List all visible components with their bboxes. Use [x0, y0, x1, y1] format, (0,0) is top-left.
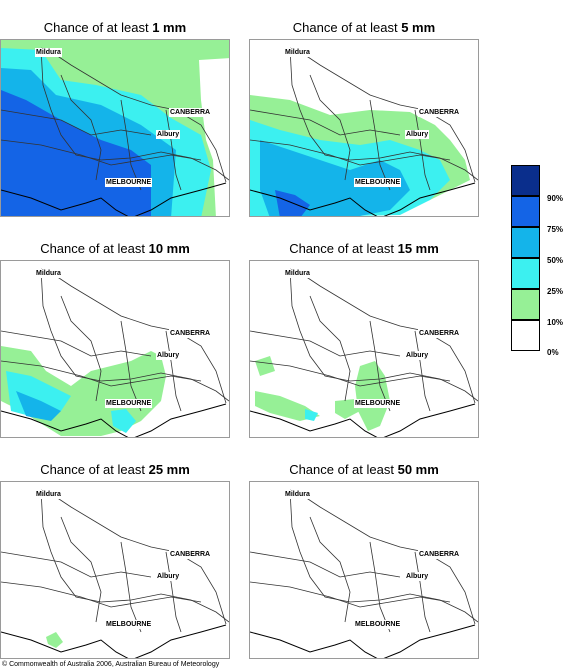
- label-melbourne: MELBOURNE: [354, 399, 402, 408]
- panel-title-prefix: Chance of at least: [289, 241, 394, 256]
- label-mildura: Mildura: [284, 269, 311, 278]
- panel-title-prefix: Chance of at least: [292, 20, 398, 35]
- label-mildura: Mildura: [284, 490, 311, 499]
- label-albury: Albury: [405, 351, 430, 360]
- panel-title-amount: 50 mm: [397, 462, 439, 477]
- panel-15mm: Chance of at least 15 mm Mildura CANBERR…: [249, 238, 479, 438]
- map-svg: [250, 47, 478, 216]
- map-svg: [1, 489, 229, 658]
- panel-title-amount: 5 mm: [401, 20, 436, 35]
- map-svg: [1, 40, 229, 216]
- legend-swatch-75: [511, 196, 540, 227]
- label-melbourne: MELBOURNE: [105, 178, 153, 187]
- label-mildura: Mildura: [35, 490, 62, 499]
- map-svg: [250, 268, 478, 437]
- rainfall-map-15mm: Mildura CANBERRA Albury MELBOURNE: [249, 260, 479, 438]
- panel-title-prefix: Chance of at least: [289, 462, 394, 477]
- legend-label-0: 0%: [547, 348, 559, 357]
- rainfall-map-1mm: Mildura CANBERRA Albury MELBOURNE: [0, 39, 230, 217]
- label-canberra: CANBERRA: [418, 550, 461, 559]
- label-melbourne: MELBOURNE: [354, 620, 402, 629]
- label-canberra: CANBERRA: [169, 550, 212, 559]
- copyright-footer: © Commonwealth of Australia 2006, Austra…: [2, 661, 220, 668]
- legend-label-50: 50%: [547, 256, 564, 265]
- panel-title-prefix: Chance of at least: [40, 462, 145, 477]
- panel-1mm: Chance of at least 1 mm Mildura CANBERRA…: [0, 17, 230, 217]
- panel-50mm: Chance of at least 50 mm Mildura CANBERR…: [249, 459, 479, 659]
- label-canberra: CANBERRA: [169, 108, 212, 117]
- legend-swatch-25: [511, 258, 540, 289]
- panel-title-amount: 25 mm: [148, 462, 190, 477]
- label-mildura: Mildura: [35, 48, 62, 57]
- legend-swatch-90: [511, 165, 540, 196]
- panel-title: Chance of at least 15 mm: [249, 238, 479, 260]
- label-mildura: Mildura: [35, 269, 62, 278]
- label-albury: Albury: [156, 130, 181, 139]
- legend-swatch-0: [511, 320, 540, 351]
- label-mildura: Mildura: [284, 48, 311, 57]
- panel-title: Chance of at least 10 mm: [0, 238, 230, 260]
- panel-title: Chance of at least 1 mm: [0, 17, 230, 39]
- label-albury: Albury: [405, 572, 430, 581]
- legend-label-90: 90%: [547, 194, 564, 203]
- label-albury: Albury: [156, 572, 181, 581]
- rainfall-map-10mm: Mildura CANBERRA Albury MELBOURNE: [0, 260, 230, 438]
- label-canberra: CANBERRA: [169, 329, 212, 338]
- label-canberra: CANBERRA: [418, 108, 461, 117]
- legend-label-10: 10%: [547, 318, 564, 327]
- map-svg: [1, 268, 229, 437]
- legend-label-25: 25%: [547, 287, 564, 296]
- label-melbourne: MELBOURNE: [105, 399, 153, 408]
- map-svg: [250, 489, 478, 658]
- label-albury: Albury: [156, 351, 181, 360]
- rainfall-map-25mm: Mildura CANBERRA Albury MELBOURNE: [0, 481, 230, 659]
- panel-title-amount: 1 mm: [152, 20, 187, 35]
- panel-title-amount: 10 mm: [148, 241, 190, 256]
- panel-title: Chance of at least 5 mm: [249, 17, 479, 39]
- rainfall-map-5mm: Mildura CANBERRA Albury MELBOURNE: [249, 39, 479, 217]
- panel-title-prefix: Chance of at least: [40, 241, 145, 256]
- panel-title-prefix: Chance of at least: [43, 20, 149, 35]
- legend-label-75: 75%: [547, 225, 564, 234]
- label-melbourne: MELBOURNE: [105, 620, 153, 629]
- panel-25mm: Chance of at least 25 mm Mildura CANBERR…: [0, 459, 230, 659]
- legend-swatch-10: [511, 289, 540, 320]
- legend-swatch-50: [511, 227, 540, 258]
- panel-5mm: Chance of at least 5 mm Mildura CANBERRA…: [249, 17, 479, 217]
- label-canberra: CANBERRA: [418, 329, 461, 338]
- panel-title-amount: 15 mm: [397, 241, 439, 256]
- label-albury: Albury: [405, 130, 430, 139]
- panel-10mm: Chance of at least 10 mm Mildura CANBERR…: [0, 238, 230, 438]
- panel-title: Chance of at least 50 mm: [249, 459, 479, 481]
- rainfall-map-50mm: Mildura CANBERRA Albury MELBOURNE: [249, 481, 479, 659]
- label-melbourne: MELBOURNE: [354, 178, 402, 187]
- panel-title: Chance of at least 25 mm: [0, 459, 230, 481]
